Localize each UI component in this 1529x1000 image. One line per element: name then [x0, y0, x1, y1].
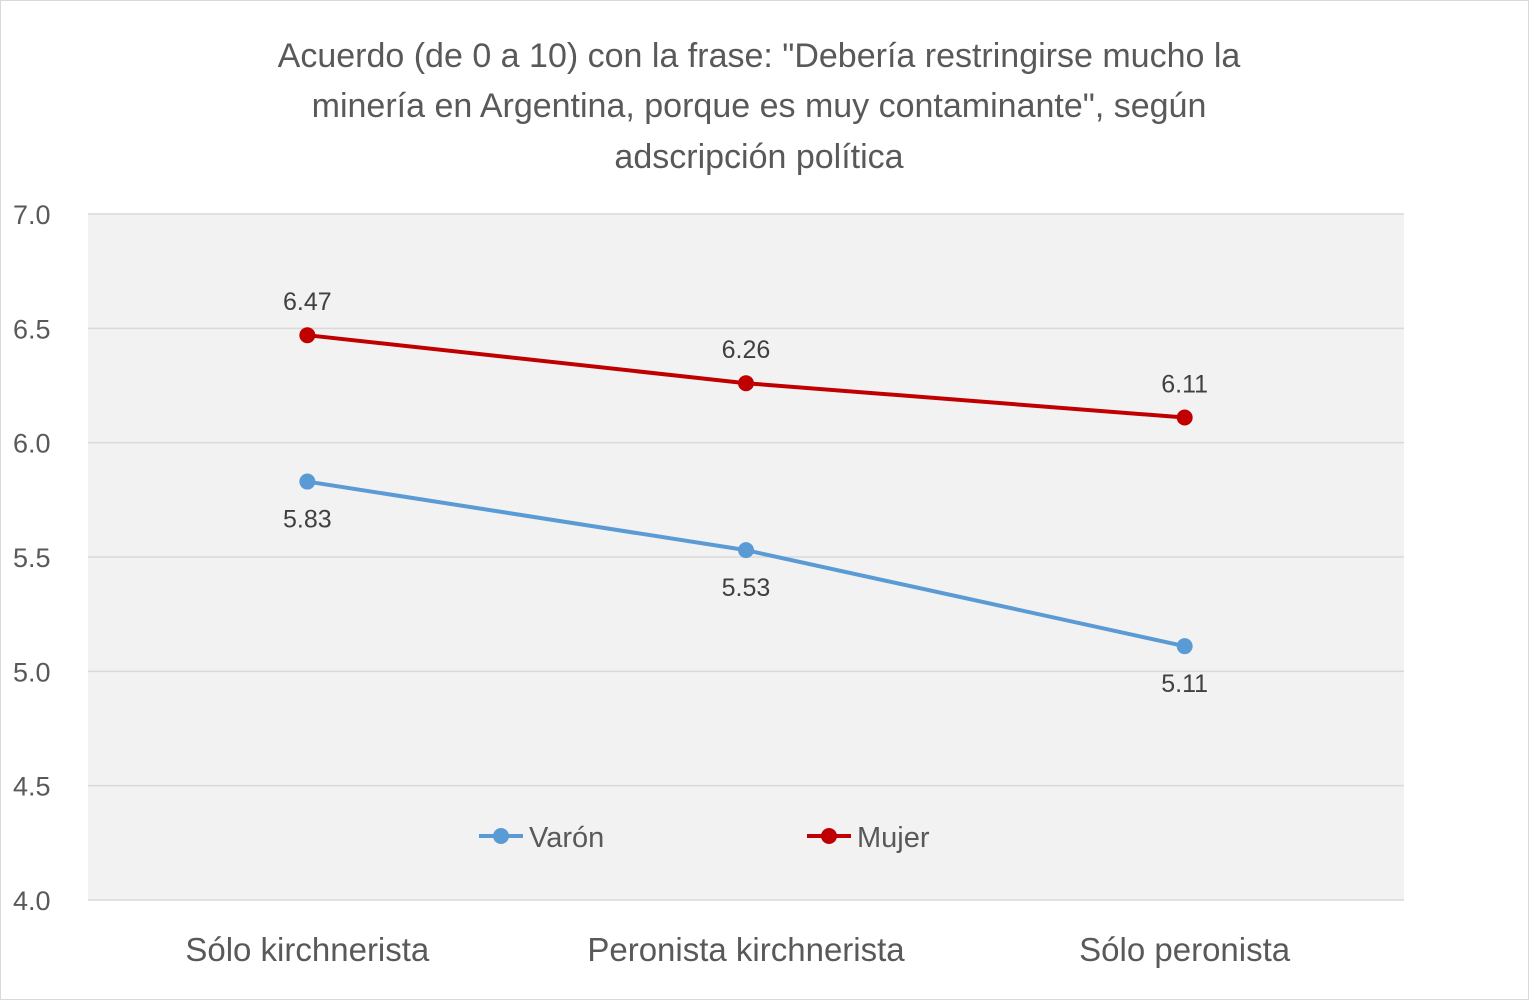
- y-tick-label: 7.0: [13, 200, 51, 230]
- series-mujer: 6.47 6.26 6.11: [283, 288, 1208, 426]
- x-axis-categories: Sólo kirchnerista Peronista kirchnerista S…: [185, 931, 1290, 968]
- chart-title-line-1: Acuerdo (de 0 a 10) con la frase: "Deber…: [278, 37, 1241, 75]
- series-varón: 5.83 5.53 5.11: [283, 473, 1208, 698]
- y-tick-label: 4.5: [13, 772, 51, 802]
- y-tick-label: 5.0: [13, 657, 51, 687]
- y-tick-label: 6.5: [13, 314, 51, 344]
- y-tick-label: 6.0: [13, 429, 51, 459]
- legend: Varón Mujer: [479, 822, 930, 854]
- chart-title-line-3: adscripción política: [614, 138, 903, 176]
- legend-item-mujer: Mujer: [807, 822, 930, 854]
- legend-label: Varón: [529, 822, 604, 854]
- x-category-label: Peronista kirchnerista: [587, 931, 905, 968]
- x-category-label: Sólo kirchnerista: [185, 931, 430, 968]
- series-group: 5.83 5.53 5.11 6.47 6.26 6.11: [283, 288, 1208, 698]
- data-label: 5.83: [283, 506, 332, 534]
- data-point: [738, 542, 754, 559]
- gridlines: [88, 213, 1404, 901]
- x-category-label: Sólo peronista: [1079, 931, 1291, 968]
- data-label: 5.11: [1161, 670, 1208, 698]
- y-axis-ticks: 4.0 4.5 5.0 5.5 6.0 6.5 7.0: [13, 200, 51, 916]
- data-label: 6.26: [722, 336, 771, 364]
- legend-swatch-marker: [493, 828, 509, 844]
- data-label: 5.53: [722, 574, 771, 602]
- legend-label: Mujer: [857, 822, 930, 854]
- y-tick-label: 5.5: [13, 543, 51, 573]
- legend-item-varón: Varón: [479, 822, 604, 854]
- data-label: 6.11: [1161, 371, 1208, 399]
- data-point: [738, 375, 754, 392]
- data-point: [1176, 409, 1193, 426]
- chart-title: Acuerdo (de 0 a 10) con la frase: "Deber…: [278, 37, 1241, 176]
- data-point: [1176, 638, 1193, 655]
- data-point: [299, 473, 316, 490]
- data-point: [299, 327, 316, 344]
- data-label: 6.47: [283, 288, 332, 316]
- legend-swatch-marker: [821, 828, 837, 844]
- chart-title-line-2: minería en Argentina, porque es muy cont…: [312, 87, 1207, 125]
- y-tick-label: 4.0: [13, 886, 51, 916]
